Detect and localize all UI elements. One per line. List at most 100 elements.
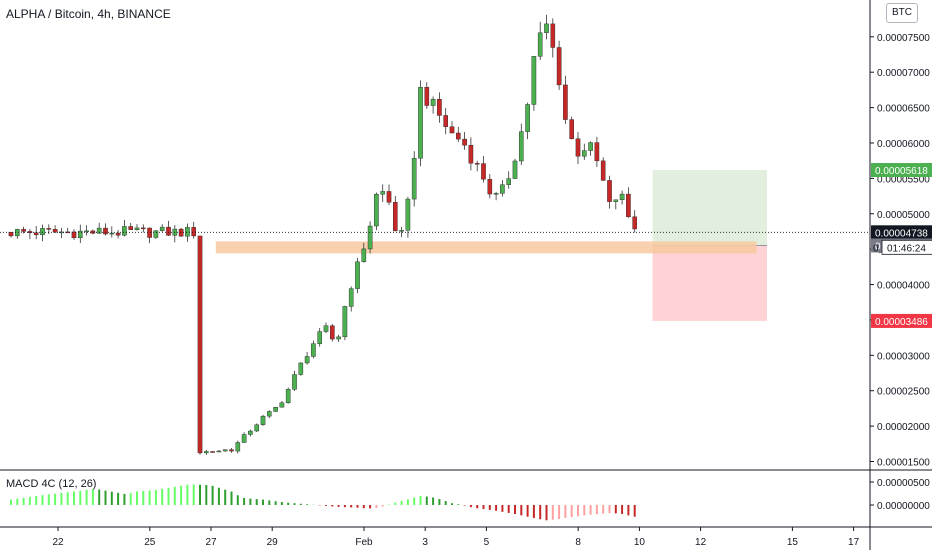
candle xyxy=(367,225,373,250)
x-tick-label: 17 xyxy=(848,537,860,548)
candle xyxy=(594,142,600,162)
candle xyxy=(292,374,297,390)
x-tick-label: 3 xyxy=(422,537,428,548)
candle xyxy=(355,261,360,289)
candle xyxy=(317,331,323,344)
candle xyxy=(59,231,64,234)
candle xyxy=(626,193,631,218)
candle xyxy=(153,230,159,238)
candle xyxy=(122,226,127,236)
candle xyxy=(449,126,455,134)
candle xyxy=(27,231,33,233)
x-tick-label: 29 xyxy=(267,537,279,548)
candle xyxy=(33,232,39,236)
candle xyxy=(134,227,140,230)
candle xyxy=(40,228,45,236)
x-tick-label: 8 xyxy=(575,537,581,548)
candle xyxy=(191,227,197,237)
candle xyxy=(229,449,234,452)
candle xyxy=(405,198,411,231)
candle xyxy=(166,226,171,236)
x-tick-label: 15 xyxy=(787,537,799,548)
candle xyxy=(613,199,619,202)
macd-title: MACD 4C (12, 26) xyxy=(6,478,97,490)
candle xyxy=(52,228,58,233)
candle xyxy=(537,32,543,57)
candle xyxy=(21,229,26,232)
candle xyxy=(487,179,493,195)
candle xyxy=(103,227,108,235)
macd-y-tick-label: 0.00000000 xyxy=(877,501,930,512)
candle xyxy=(285,389,291,404)
stop-price-label: 0.00003486 xyxy=(875,317,928,328)
candle xyxy=(197,235,203,454)
candle xyxy=(267,411,272,417)
macd-histogram xyxy=(10,484,636,521)
y-tick-label: 0.00005000 xyxy=(877,210,930,221)
candle xyxy=(159,226,165,231)
x-tick-label: 12 xyxy=(695,537,707,548)
candle xyxy=(474,163,480,165)
currency-button[interactable]: BTC xyxy=(886,3,918,23)
candle xyxy=(298,362,304,375)
candle xyxy=(185,227,190,237)
x-tick-label: 25 xyxy=(144,537,156,548)
candle xyxy=(600,160,606,181)
candle xyxy=(96,227,102,234)
y-tick-label: 0.00007500 xyxy=(877,33,930,44)
candle xyxy=(84,230,89,233)
candle xyxy=(311,343,316,357)
candle xyxy=(619,193,625,200)
candle xyxy=(216,450,222,453)
y-tick-label: 0.00006000 xyxy=(877,139,930,150)
target-zone xyxy=(652,170,767,246)
candle xyxy=(563,84,568,120)
target-price-label: 0.00005618 xyxy=(875,166,928,177)
candle xyxy=(468,145,474,164)
countdown-partial: 0 xyxy=(873,243,879,254)
candle xyxy=(361,248,367,263)
candle xyxy=(582,150,587,157)
candle xyxy=(481,163,486,180)
candle xyxy=(241,434,247,443)
y-tick-label: 0.00006500 xyxy=(877,104,930,115)
zones xyxy=(215,170,767,321)
candle xyxy=(569,119,574,139)
stop-zone xyxy=(652,245,767,321)
candle xyxy=(348,288,354,307)
y-tick-label: 0.00002500 xyxy=(877,387,930,398)
candle xyxy=(462,138,467,146)
candle xyxy=(506,178,512,185)
candle xyxy=(374,193,379,227)
candle xyxy=(493,193,499,195)
x-tick-label: 22 xyxy=(52,537,64,548)
candle xyxy=(588,142,593,151)
candle xyxy=(380,191,386,195)
countdown-label: 01:46:24 xyxy=(887,243,926,254)
candle xyxy=(393,202,398,232)
candle xyxy=(556,47,562,86)
x-tick-label: 10 xyxy=(634,537,646,548)
y-tick-label: 0.00005500 xyxy=(877,174,930,185)
support-zone xyxy=(215,241,757,254)
candle xyxy=(323,325,329,332)
candle xyxy=(273,407,278,412)
candle xyxy=(550,23,556,48)
candle xyxy=(575,138,581,157)
candle xyxy=(512,160,518,179)
x-tick-label: 27 xyxy=(205,537,217,548)
candle xyxy=(203,451,209,454)
candle xyxy=(418,87,423,159)
y-tick-label: 0.00007000 xyxy=(877,68,930,79)
candle xyxy=(430,98,436,106)
candle xyxy=(632,216,637,230)
last-price-label-bg xyxy=(871,225,932,240)
candle xyxy=(336,336,341,340)
macd-y-tick-label: 0.00000500 xyxy=(877,478,930,489)
candle xyxy=(115,232,121,236)
candle xyxy=(128,226,134,230)
candle xyxy=(147,227,152,238)
candle xyxy=(386,191,392,203)
